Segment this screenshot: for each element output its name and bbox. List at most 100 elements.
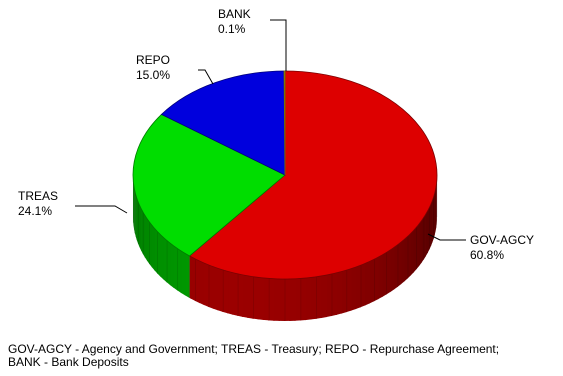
slice-side-gov-agcy	[330, 272, 337, 317]
slice-side-gov-agcy	[385, 249, 391, 295]
slice-value-gov-agcy: 60.8%	[470, 248, 504, 262]
slice-label-gov-agcy: GOV-AGCY	[470, 233, 534, 247]
slice-side-treas	[133, 183, 135, 230]
slice-label-treas: TREAS	[18, 189, 58, 203]
slice-label-repo: REPO	[136, 53, 170, 67]
slice-value-bank: 0.1%	[218, 22, 246, 36]
slice-side-gov-agcy	[217, 268, 224, 313]
slice-side-treas	[166, 240, 171, 286]
slice-value-treas: 24.1%	[18, 204, 52, 218]
slice-side-gov-agcy	[340, 270, 347, 314]
slice-side-gov-agcy	[418, 220, 422, 267]
slice-side-treas	[157, 231, 161, 277]
slice-side-gov-agcy	[410, 230, 414, 276]
slice-side-gov-agcy	[268, 278, 275, 321]
slice-side-gov-agcy	[404, 236, 408, 282]
slice-side-gov-agcy	[335, 271, 342, 315]
slice-side-gov-agcy	[315, 275, 322, 319]
slice-side-gov-agcy	[199, 260, 205, 306]
slice-side-gov-agcy	[360, 263, 366, 308]
slice-side-gov-agcy	[369, 259, 375, 304]
slice-side-gov-agcy	[273, 278, 280, 321]
slice-side-gov-agcy	[294, 278, 301, 321]
slice-side-gov-agcy	[436, 182, 437, 229]
slice-label-bank: BANK	[218, 7, 251, 21]
slice-side-gov-agcy	[423, 213, 426, 260]
slice-side-gov-agcy	[434, 189, 436, 236]
slice-side-treas	[160, 234, 164, 280]
slice-side-gov-agcy	[252, 276, 259, 320]
slice-side-treas	[169, 242, 175, 289]
pie-sides	[132, 175, 438, 321]
slice-side-treas	[173, 245, 178, 291]
slice-side-gov-agcy	[232, 272, 239, 316]
slice-side-gov-agcy	[416, 223, 420, 270]
slice-side-gov-agcy	[421, 217, 424, 264]
slice-side-treas	[146, 218, 150, 265]
slice-side-gov-agcy	[373, 256, 379, 302]
slice-side-gov-agcy	[377, 254, 383, 300]
slice-side-gov-agcy	[430, 200, 433, 247]
slice-side-gov-agcy	[407, 233, 412, 279]
slice-side-gov-agcy	[299, 277, 307, 321]
slice-side-gov-agcy	[242, 274, 249, 318]
slice-top-treas	[132, 113, 286, 257]
slice-side-treas	[136, 197, 139, 245]
slice-side-gov-agcy	[237, 273, 244, 317]
slice-side-gov-agcy	[283, 278, 291, 321]
slice-side-gov-agcy	[262, 277, 270, 321]
leader-line-treas	[75, 205, 128, 214]
slice-side-gov-agcy	[435, 185, 437, 233]
slice-side-treas	[137, 201, 140, 248]
slice-side-treas	[184, 253, 190, 298]
slice-side-treas	[180, 250, 186, 296]
slice-side-treas	[149, 221, 153, 268]
slice-side-treas	[154, 228, 158, 274]
slice-side-gov-agcy	[257, 277, 264, 320]
slice-side-gov-agcy	[389, 247, 395, 293]
slice-value-repo: 15.0%	[136, 68, 170, 82]
slice-side-gov-agcy	[432, 196, 434, 243]
slice-side-treas	[176, 248, 182, 294]
slice-side-gov-agcy	[400, 239, 405, 285]
leader-line-gov-agcy	[427, 233, 466, 241]
slice-top-gov-agcy	[188, 70, 438, 280]
leader-line-repo	[198, 69, 214, 85]
slice-side-gov-agcy	[325, 273, 332, 318]
slice-side-gov-agcy	[429, 203, 432, 250]
slice-side-gov-agcy	[425, 210, 428, 257]
slice-side-gov-agcy	[289, 278, 296, 321]
slice-side-treas	[142, 211, 146, 258]
slice-side-treas	[134, 190, 136, 238]
slice-side-treas	[151, 224, 155, 271]
slice-side-gov-agcy	[381, 252, 387, 298]
slice-side-gov-agcy	[278, 278, 285, 321]
slice-side-gov-agcy	[397, 241, 402, 288]
slice-side-gov-agcy	[310, 276, 317, 320]
slice-side-gov-agcy	[212, 266, 219, 311]
slice-side-gov-agcy	[355, 265, 361, 310]
slice-side-treas	[144, 215, 148, 262]
slice-side-gov-agcy	[203, 262, 209, 308]
slice-side-gov-agcy	[247, 275, 254, 319]
slice-side-gov-agcy	[190, 256, 196, 302]
slice-side-gov-agcy	[222, 269, 229, 314]
slice-side-treas	[135, 194, 137, 241]
slice-side-treas	[134, 187, 135, 234]
slice-side-gov-agcy	[189, 255, 192, 299]
slice-side-gov-agcy	[227, 271, 234, 315]
slice-top-repo	[160, 70, 286, 176]
slice-side-gov-agcy	[427, 207, 430, 254]
slice-side-treas	[141, 208, 144, 255]
leader-line-bank	[270, 19, 287, 71]
slice-side-gov-agcy	[364, 261, 370, 306]
slice-side-gov-agcy	[320, 274, 327, 319]
pie-tops	[132, 70, 438, 280]
slice-side-treas	[163, 237, 168, 283]
slice-side-treas	[139, 204, 142, 252]
slice-side-gov-agcy	[305, 277, 312, 321]
slice-side-gov-agcy	[393, 244, 398, 290]
slice-side-gov-agcy	[208, 264, 214, 309]
leader-lines	[75, 19, 466, 241]
